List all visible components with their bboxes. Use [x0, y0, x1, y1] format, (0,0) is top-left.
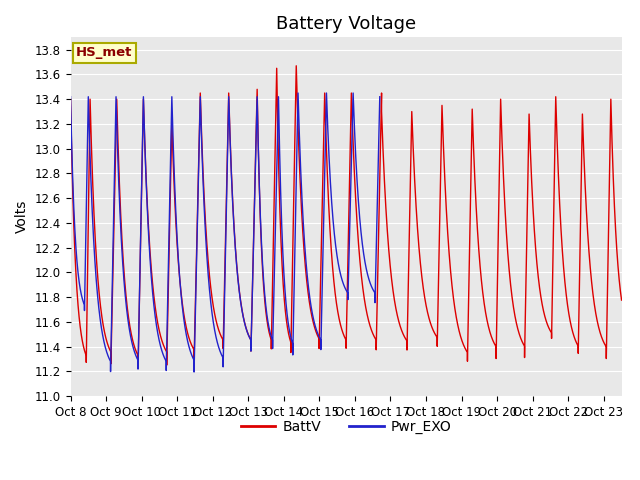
Legend: BattV, Pwr_EXO: BattV, Pwr_EXO	[235, 414, 457, 440]
Y-axis label: Volts: Volts	[15, 200, 29, 233]
Text: HS_met: HS_met	[76, 46, 132, 60]
Title: Battery Voltage: Battery Voltage	[276, 15, 416, 33]
